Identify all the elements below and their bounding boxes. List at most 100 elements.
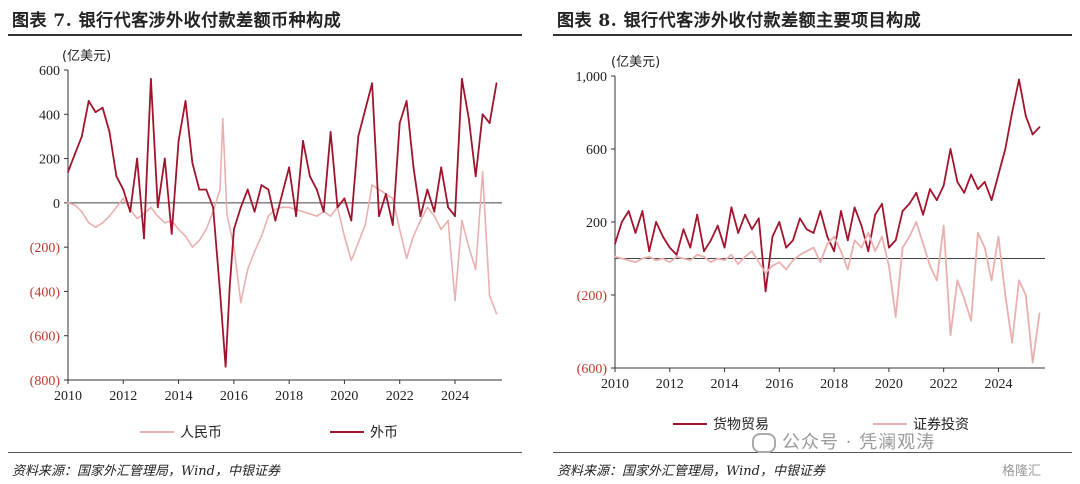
series-1-point — [412, 235, 415, 237]
series-2-point — [274, 219, 277, 222]
watermark-logo: 格隆汇 — [1002, 464, 1042, 479]
y-tick-label: (600) — [577, 362, 608, 377]
series-2-point — [675, 255, 678, 258]
series-1-point — [812, 232, 815, 234]
figure-7: 图表 7. 银行代客涉外收付款差额币种构成 (亿美元) 600 400 200 0 (20… — [0, 0, 530, 484]
series-1-point — [1011, 111, 1014, 114]
series-2-point — [956, 279, 959, 282]
figure-title: 图表 8. 银行代客涉外收付款差额主要项目构成 — [557, 11, 922, 31]
series-1-point — [887, 246, 890, 249]
x-tick-label: 2010 — [601, 377, 629, 392]
series-1-point — [108, 215, 111, 218]
series-2-point — [184, 100, 187, 102]
series-2-point — [495, 82, 498, 85]
series-2-point — [1004, 294, 1007, 296]
series-1-point — [840, 210, 842, 212]
source-rule — [8, 452, 522, 453]
series-1-point — [771, 235, 774, 238]
series-1-point — [785, 246, 788, 249]
x-tick-label: 2018 — [820, 377, 848, 392]
series-2-point — [398, 122, 401, 125]
title-rule — [553, 34, 1072, 36]
series-2-point — [798, 253, 801, 256]
series-line-2 — [67, 78, 498, 368]
series-2-point — [163, 157, 166, 160]
series-2-point — [963, 297, 966, 300]
series-1-point — [281, 206, 284, 209]
series-2-point — [364, 108, 367, 111]
x-tick-label: 2016 — [220, 389, 248, 404]
series-1-point — [357, 241, 360, 244]
series-2-point — [1024, 294, 1027, 296]
series-2-point — [67, 170, 69, 173]
series-2-point — [412, 166, 415, 169]
x-tick-label: 2014 — [165, 389, 193, 404]
series-2-point — [281, 193, 284, 195]
source-note: 资料来源：国家外汇管理局，Wind，中银证券 — [12, 464, 280, 479]
series-1-point — [398, 228, 401, 231]
series-2-point — [682, 257, 685, 260]
series-1-point — [302, 210, 304, 213]
series-1-point — [226, 213, 228, 215]
y-tick-label: (400) — [30, 285, 61, 300]
series-1-point — [440, 228, 443, 231]
series-2-point — [689, 259, 692, 262]
series-2-point — [942, 224, 945, 227]
series-2-point — [129, 210, 132, 213]
series-1-point — [433, 215, 436, 218]
watermark: 公众号 · 凭澜观涛 — [752, 428, 935, 454]
series-2-point — [170, 232, 173, 235]
series-1-point — [94, 226, 97, 229]
series-2-point — [901, 246, 904, 249]
series-2-point — [308, 175, 311, 178]
series-2-point — [156, 206, 159, 209]
series-2-point — [778, 261, 781, 264]
watermark-text: 公众号 · 凭澜观涛 — [782, 432, 936, 453]
series-1-point — [1018, 78, 1020, 81]
y-tick-label: 600 — [39, 64, 60, 79]
series-1-point — [764, 290, 767, 293]
series-2-point — [915, 221, 918, 223]
series-2-point — [894, 316, 897, 318]
source-note: 资料来源：国家外汇管理局，Wind，中银证券 — [557, 464, 825, 479]
series-2-point — [267, 188, 270, 191]
series-2-point — [819, 261, 822, 264]
x-tick-label: 2010 — [54, 389, 82, 404]
x-tick-label: 2020 — [330, 389, 358, 404]
series-2-point — [723, 259, 726, 262]
series-1-point — [221, 117, 224, 120]
series-2-point — [224, 365, 227, 368]
series-2-point — [288, 166, 291, 169]
series-2-point — [219, 290, 221, 293]
series-1-point — [74, 204, 76, 206]
series-2-point — [122, 188, 125, 191]
series-2-point — [94, 111, 97, 113]
series-1-point — [239, 301, 242, 304]
series-1-point — [874, 213, 877, 216]
series-2-point — [614, 255, 616, 258]
series-1-point — [1031, 133, 1034, 136]
series-1-point — [156, 215, 159, 218]
series-2-point — [833, 235, 836, 238]
series-1-point — [949, 148, 952, 150]
series-2-point — [792, 259, 794, 262]
series-2-point — [239, 206, 242, 209]
x-tick-label: 2022 — [930, 377, 958, 392]
series-1-point — [253, 250, 256, 253]
series-1-point — [488, 294, 491, 297]
series-1-point — [343, 235, 346, 237]
y-tick-label: (800) — [30, 374, 61, 389]
series-1-point — [648, 250, 651, 253]
series-2-point — [1038, 312, 1041, 315]
series-2-point — [976, 232, 979, 234]
series-1-point — [495, 312, 498, 315]
series-1-point — [426, 206, 429, 209]
series-1-point — [997, 173, 1000, 176]
x-tick-label: 2024 — [441, 389, 469, 404]
series-2-point — [860, 246, 863, 249]
series-2-point — [771, 264, 774, 267]
series-1-point — [101, 221, 104, 224]
series-2-point — [343, 197, 346, 200]
legend-label: 外币 — [370, 425, 398, 441]
legend-label: 人民币 — [180, 425, 222, 441]
